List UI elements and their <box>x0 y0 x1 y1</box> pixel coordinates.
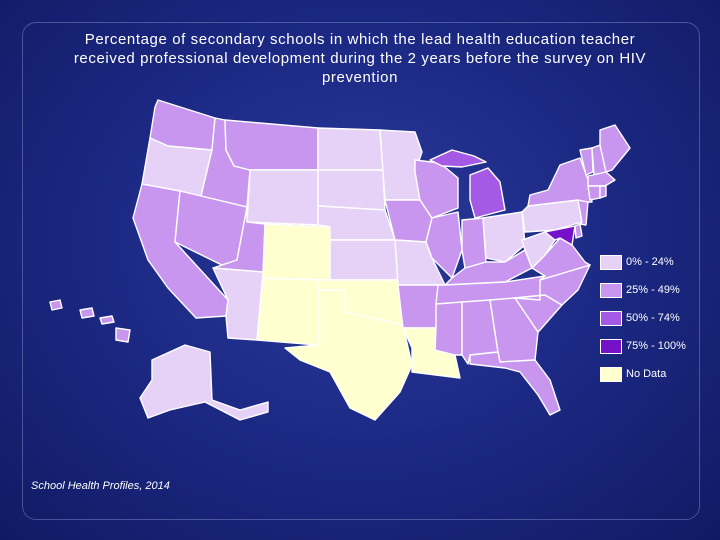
title-line-2: received professional development during… <box>73 50 647 67</box>
map-title: Percentage of secondary schools in which… <box>20 30 700 87</box>
state-ky <box>444 249 533 286</box>
state-wy <box>246 169 319 226</box>
legend-item: 75% - 100% <box>598 337 698 365</box>
state-in <box>461 217 487 269</box>
state-oh <box>482 211 526 263</box>
legend-item: No Data <box>598 365 698 393</box>
legend-swatch <box>600 255 622 270</box>
state-de <box>574 223 583 239</box>
state-ak <box>139 344 269 421</box>
legend-item: 50% - 74% <box>598 309 698 337</box>
state-va <box>531 237 591 281</box>
state-co <box>262 223 331 281</box>
legend-swatch <box>600 339 622 354</box>
state-ma <box>587 171 616 187</box>
state-ar <box>397 284 439 329</box>
title-line-3: prevention <box>321 69 399 86</box>
title-line-1: Percentage of secondary schools in which… <box>84 31 636 48</box>
state-md <box>544 225 576 246</box>
source-note: School Health Profiles, 2014 <box>31 480 170 492</box>
legend-label: 25% - 49% <box>626 284 680 296</box>
state-nc <box>514 264 591 306</box>
state-ny <box>527 157 593 207</box>
state-az <box>212 267 264 341</box>
state-fl <box>469 351 561 416</box>
state-vt <box>579 147 594 176</box>
state-ri <box>599 185 607 199</box>
state-ct <box>587 185 601 201</box>
state-mi-upper <box>429 149 487 168</box>
state-mo <box>394 239 446 286</box>
legend-item: 25% - 49% <box>598 281 698 309</box>
legend-swatch <box>600 367 622 382</box>
state-nm <box>256 277 321 346</box>
state-mt <box>224 119 319 171</box>
state-ms <box>434 301 463 356</box>
state-me <box>599 124 631 173</box>
legend-swatch <box>600 283 622 298</box>
slide-frame <box>22 22 700 520</box>
state-hi <box>49 299 131 343</box>
legend-label: 0% - 24% <box>626 256 674 268</box>
state-ks <box>329 239 399 281</box>
state-mi <box>469 167 506 219</box>
state-ne <box>317 205 396 241</box>
legend-label: No Data <box>626 368 667 380</box>
state-tx <box>284 289 413 421</box>
legend-label: 50% - 74% <box>626 312 680 324</box>
legend-label: 75% - 100% <box>626 340 686 352</box>
legend-item: 0% - 24% <box>598 253 698 281</box>
legend: 0% - 24% 25% - 49% 50% - 74% 75% - 100% … <box>598 253 698 393</box>
state-nd <box>317 127 384 171</box>
legend-swatch <box>600 311 622 326</box>
state-sd <box>317 169 386 211</box>
